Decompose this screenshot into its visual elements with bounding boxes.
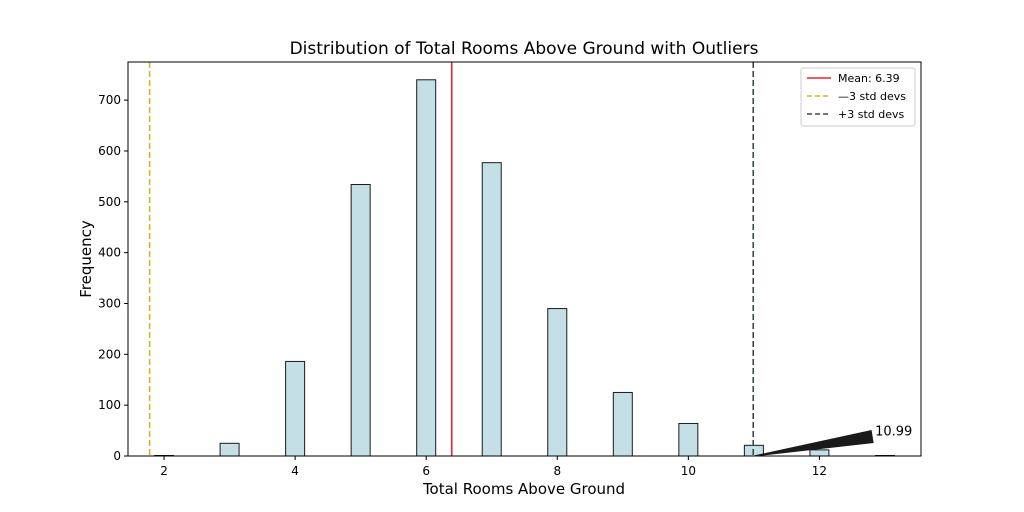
legend-label: —3 std devs	[838, 90, 906, 103]
y-tick-label: 400	[98, 246, 121, 260]
y-tick-label: 0	[113, 449, 121, 463]
legend-box	[800, 67, 916, 127]
x-tick-label: 4	[291, 464, 299, 478]
histogram-bar	[612, 391, 633, 457]
y-tick-label: 100	[98, 398, 121, 412]
x-tick-label: 12	[812, 464, 827, 478]
legend-label: Mean: 6.39	[838, 72, 900, 85]
histogram-bar	[350, 184, 371, 457]
histogram-bar	[416, 79, 437, 457]
y-axis-label: Frequency	[77, 220, 95, 298]
y-tick-label: 600	[98, 144, 121, 158]
annotation-arrow	[753, 430, 874, 457]
histogram-bar	[678, 422, 699, 457]
histogram-bar	[219, 442, 240, 457]
x-axis-label: Total Rooms Above Ground	[422, 480, 625, 498]
chart-title: Distribution of Total Rooms Above Ground…	[290, 39, 759, 59]
x-tick-label: 10	[681, 464, 696, 478]
legend: Mean: 6.39 —3 std devs +3 std devs	[800, 67, 916, 127]
plot-frame	[127, 61, 922, 457]
histogram-bar	[481, 162, 502, 457]
legend-label: +3 std devs	[838, 108, 904, 121]
y-tick-label: 300	[98, 296, 121, 310]
histogram-bar	[285, 360, 306, 457]
x-tick-label: 2	[160, 464, 168, 478]
x-tick-label: 6	[422, 464, 430, 478]
histogram-bar	[809, 449, 830, 457]
histogram-bar	[547, 308, 568, 457]
y-tick-label: 500	[98, 195, 121, 209]
x-tick-label: 8	[553, 464, 561, 478]
y-tick-label: 700	[98, 93, 121, 107]
annotation-label: 10.99	[875, 425, 912, 440]
y-tick-label: 200	[98, 347, 121, 361]
